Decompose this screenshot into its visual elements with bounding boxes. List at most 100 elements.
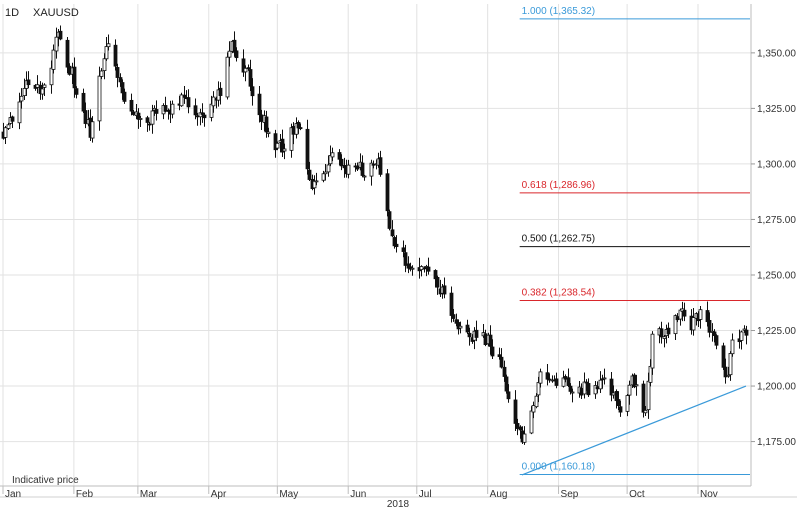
candle-body xyxy=(467,332,472,338)
candle-body xyxy=(625,395,630,412)
interval-label: 1D xyxy=(5,7,19,19)
candle-body xyxy=(122,91,127,102)
indicative-price-note: Indicative price xyxy=(12,475,79,486)
candle-body xyxy=(232,39,237,53)
candle-body xyxy=(200,112,205,115)
candle-body xyxy=(712,331,717,337)
candle-body xyxy=(339,158,344,167)
candle-body xyxy=(104,46,109,60)
candle-body xyxy=(490,346,495,357)
candle-body xyxy=(378,157,383,175)
candle-body xyxy=(259,114,264,122)
x-tick-label: Jul xyxy=(419,489,432,500)
candle-body xyxy=(728,353,733,376)
candle-body xyxy=(58,30,63,40)
y-tick-label: 1,350.00 xyxy=(757,48,796,59)
candle-body xyxy=(330,152,335,158)
candle-body xyxy=(394,243,399,248)
candle-body xyxy=(307,169,312,180)
candle-body xyxy=(442,285,447,295)
candle-body xyxy=(337,152,342,160)
candle-body xyxy=(570,391,575,394)
candle-body xyxy=(451,314,456,319)
fibonacci-levels: 1.000 (1,365.32) 0.618 (1,286.96) 0.500 (1… xyxy=(519,6,750,475)
candle-body xyxy=(257,93,262,116)
candle-body xyxy=(193,105,198,116)
candle-body xyxy=(202,114,207,119)
candle-body xyxy=(682,309,687,317)
fib-label-1-000: 1.000 (1,365.32) xyxy=(522,6,595,17)
candle-body xyxy=(17,101,22,124)
fib-label-0-500: 0.500 (1,262.75) xyxy=(522,234,595,245)
candle-body xyxy=(385,173,390,212)
candle-body xyxy=(26,79,31,86)
candle-body xyxy=(106,43,111,48)
candle-body xyxy=(488,334,493,347)
candle-body xyxy=(355,165,360,170)
x-tick-label: Mar xyxy=(140,489,158,500)
candle-body xyxy=(49,67,54,86)
candle-body xyxy=(698,309,703,320)
candle-body xyxy=(586,383,591,396)
candle-body xyxy=(410,267,415,270)
candle-body xyxy=(65,39,70,68)
candle-body xyxy=(186,97,191,108)
candle-body xyxy=(54,36,59,52)
y-tick-label: 1,275.00 xyxy=(757,215,796,226)
candle-body xyxy=(611,392,616,396)
candle-body xyxy=(616,399,621,407)
x-tick-label: May xyxy=(279,489,298,500)
candle-body xyxy=(529,410,534,434)
candle-body xyxy=(250,86,255,97)
candle-body xyxy=(264,116,269,133)
candle-body xyxy=(598,379,603,390)
candle-body xyxy=(675,316,680,321)
fib-label-0-382: 0.382 (1,238.54) xyxy=(522,287,595,298)
candle-body xyxy=(10,116,15,122)
candle-body xyxy=(435,277,440,288)
y-tick-label: 1,250.00 xyxy=(757,270,796,281)
candle-body xyxy=(243,67,248,73)
candle-body xyxy=(326,164,331,173)
candle-body xyxy=(531,405,536,413)
candle-body xyxy=(163,105,168,112)
candle-body xyxy=(225,56,230,98)
candle-body xyxy=(465,324,470,333)
candle-body xyxy=(536,382,541,396)
x-tick-label: Sep xyxy=(561,489,579,500)
x-tick-label: Aug xyxy=(490,489,508,500)
x-tick-label: Apr xyxy=(211,489,227,500)
candle-body xyxy=(282,148,287,152)
candle-body xyxy=(646,380,651,411)
candle-body xyxy=(227,50,232,58)
candle-body xyxy=(211,96,216,107)
candle-body xyxy=(458,325,463,329)
candle-body xyxy=(81,92,86,112)
candle-body xyxy=(568,385,573,392)
candle-body xyxy=(291,126,296,135)
year-label: 2018 xyxy=(387,499,410,510)
fib-label-0-000: 0.000 (1,160.18) xyxy=(522,461,595,472)
candle-body xyxy=(730,339,735,355)
candle-body xyxy=(650,333,655,369)
fib-label-0-618: 0.618 (1,286.96) xyxy=(522,180,595,191)
candle-body xyxy=(504,376,509,392)
candle-body xyxy=(154,109,159,114)
candle-body xyxy=(714,335,719,346)
candle-body xyxy=(209,103,214,118)
candle-body xyxy=(513,399,518,424)
candle-body xyxy=(360,162,365,176)
candle-body xyxy=(648,365,653,383)
candle-body xyxy=(115,67,120,78)
candle-body xyxy=(618,406,623,413)
candle-body xyxy=(83,110,88,124)
candle-body xyxy=(723,366,728,378)
candle-body xyxy=(534,395,539,408)
candle-body xyxy=(3,127,8,138)
candle-body xyxy=(298,127,303,130)
candle-body xyxy=(522,433,527,443)
candle-body xyxy=(138,118,143,120)
y-tick-label: 1,300.00 xyxy=(757,159,796,170)
candle-body xyxy=(662,336,667,339)
